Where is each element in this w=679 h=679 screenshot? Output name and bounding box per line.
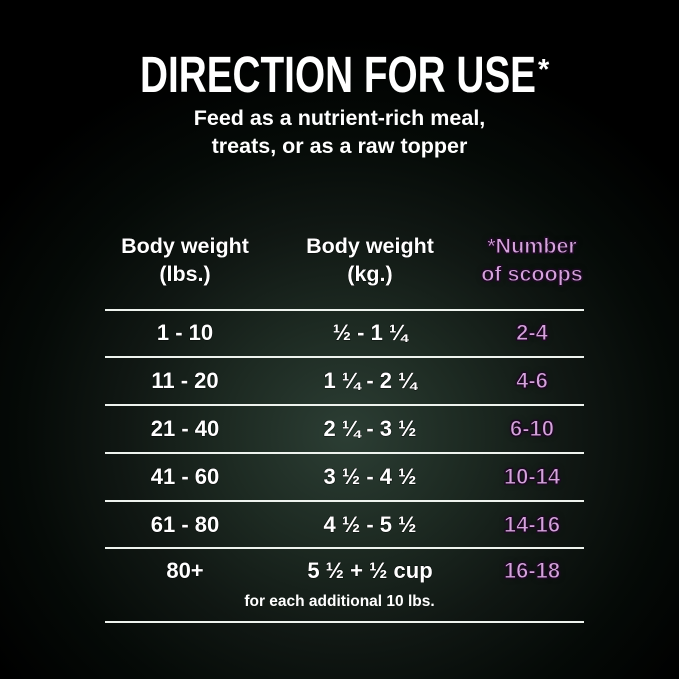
svg-text:DIRECTION FOR USE: DIRECTION FOR USE — [140, 46, 536, 103]
svg-text:*: * — [538, 54, 550, 86]
